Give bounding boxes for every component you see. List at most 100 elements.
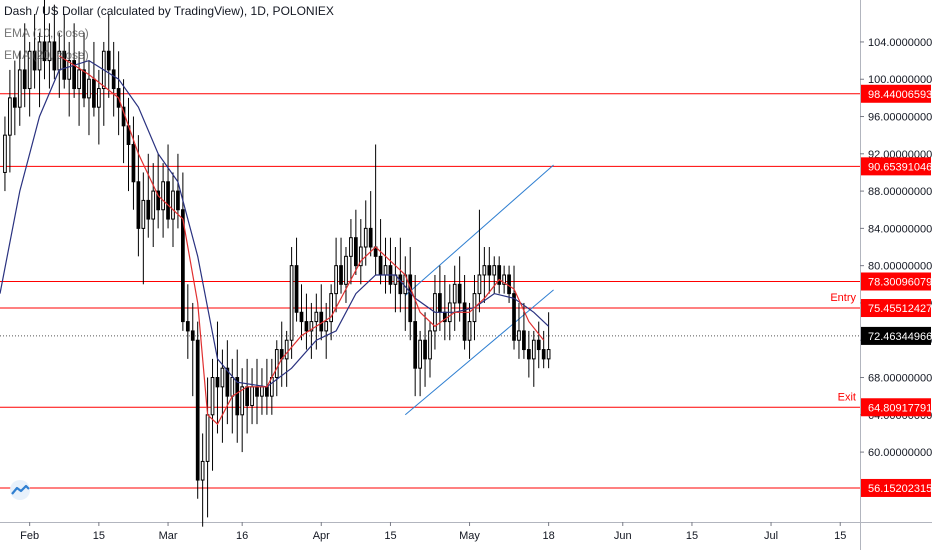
candle-down	[52, 41, 57, 71]
candle-down	[215, 377, 220, 388]
y-tick-label: 88.00000000	[868, 186, 932, 198]
candle-down	[181, 209, 185, 323]
candle-down	[62, 50, 67, 80]
candle-up	[260, 386, 264, 397]
candle-up	[96, 88, 101, 108]
candle-down	[457, 283, 462, 304]
x-tick-label: Jun	[614, 530, 632, 542]
candle-down	[304, 321, 309, 332]
y-tick-label: 104.00000000	[868, 37, 932, 49]
candle-down	[72, 60, 76, 90]
level-note-exit: Exit	[838, 391, 856, 403]
x-tick-label: Jul	[764, 530, 778, 542]
candle-down	[156, 190, 161, 211]
candle-up	[467, 321, 472, 341]
channel-lower-line	[404, 289, 554, 416]
ema10-legend[interactable]: EMA (10, close)	[4, 26, 89, 40]
candle-down	[541, 349, 546, 360]
y-tick-label: 68.00000000	[868, 373, 932, 385]
candle-up	[8, 97, 12, 136]
candle-up	[205, 414, 210, 462]
y-tick-label: 80.00000000	[868, 261, 932, 273]
candle-down	[245, 386, 249, 406]
candle-up	[349, 237, 353, 257]
candle-up	[47, 41, 52, 62]
candle-down	[413, 321, 418, 369]
candle-up	[492, 265, 497, 276]
candle-down	[42, 41, 47, 62]
x-tick-label: 18	[542, 530, 554, 542]
candle-up	[27, 50, 32, 90]
candle-up	[314, 311, 319, 323]
y-tick-label: 60.00000000	[868, 447, 932, 459]
candle-up	[363, 227, 368, 248]
candle-up	[284, 339, 289, 360]
candle-down	[497, 265, 502, 285]
candle-down	[82, 69, 86, 99]
x-tick-label: Mar	[159, 530, 178, 542]
candle-up	[141, 199, 146, 229]
level-price-label: 75.45512427	[868, 303, 932, 315]
candle-up	[452, 283, 457, 304]
candle-up	[240, 386, 245, 416]
x-tick-label: 15	[834, 530, 846, 542]
candle-down	[111, 69, 116, 90]
candle-down	[398, 274, 403, 295]
candle-down	[185, 321, 190, 332]
level-price-label: 56.15202315	[868, 483, 932, 495]
candle-up	[77, 69, 81, 90]
candle-up	[151, 190, 156, 220]
candle-down	[92, 78, 96, 108]
x-tick-label: 15	[384, 530, 396, 542]
candle-up	[171, 190, 175, 220]
candle-down	[299, 311, 304, 323]
candle-up	[428, 330, 432, 360]
candle-up	[329, 293, 334, 323]
candle-down	[32, 50, 37, 71]
candle-up	[230, 377, 235, 397]
symbol-title[interactable]: Dash / US Dollar (calculated by TradingV…	[4, 4, 334, 18]
candle-up	[482, 265, 487, 276]
candle-up	[37, 41, 42, 71]
candle-up	[67, 60, 72, 80]
candle-down	[507, 274, 511, 295]
current-price-label: 72.46344966	[868, 331, 932, 343]
candle-down	[22, 69, 27, 90]
candle-up	[517, 330, 521, 341]
candle-down	[265, 386, 269, 397]
candle-up	[531, 339, 536, 360]
ema20-legend[interactable]: EMA (20, close)	[4, 48, 89, 62]
candle-up	[87, 78, 91, 99]
x-tick-label: Apr	[313, 530, 330, 542]
candle-down	[146, 199, 151, 220]
candle-down	[487, 265, 492, 276]
ema10-line	[58, 55, 545, 426]
candle-up	[358, 246, 363, 267]
candle-down	[368, 227, 373, 248]
candle-down	[190, 330, 195, 341]
candle-down	[255, 386, 259, 397]
candle-down	[462, 302, 467, 341]
candle-up	[309, 321, 314, 332]
candle-up	[200, 460, 205, 481]
candle-down	[522, 330, 526, 351]
candle-down	[339, 265, 343, 285]
candle-down	[354, 237, 358, 267]
candle-down	[319, 311, 324, 332]
candle-down	[166, 181, 170, 220]
level-note-entry: Entry	[830, 292, 856, 304]
candle-down	[131, 143, 136, 183]
x-tick-label: May	[459, 530, 480, 542]
candle-down	[423, 339, 427, 360]
candle-down	[136, 181, 141, 229]
level-price-tag	[861, 84, 931, 103]
candle-down	[106, 50, 111, 71]
level-price-label: 64.80917791	[868, 402, 932, 414]
candle-up	[3, 134, 7, 173]
level-price-tag	[861, 478, 931, 497]
level-price-tag	[861, 157, 931, 176]
y-tick-label: 100.00000000	[868, 74, 932, 86]
tradingview-logo-icon[interactable]	[6, 480, 34, 500]
ema20-line	[0, 59, 550, 388]
